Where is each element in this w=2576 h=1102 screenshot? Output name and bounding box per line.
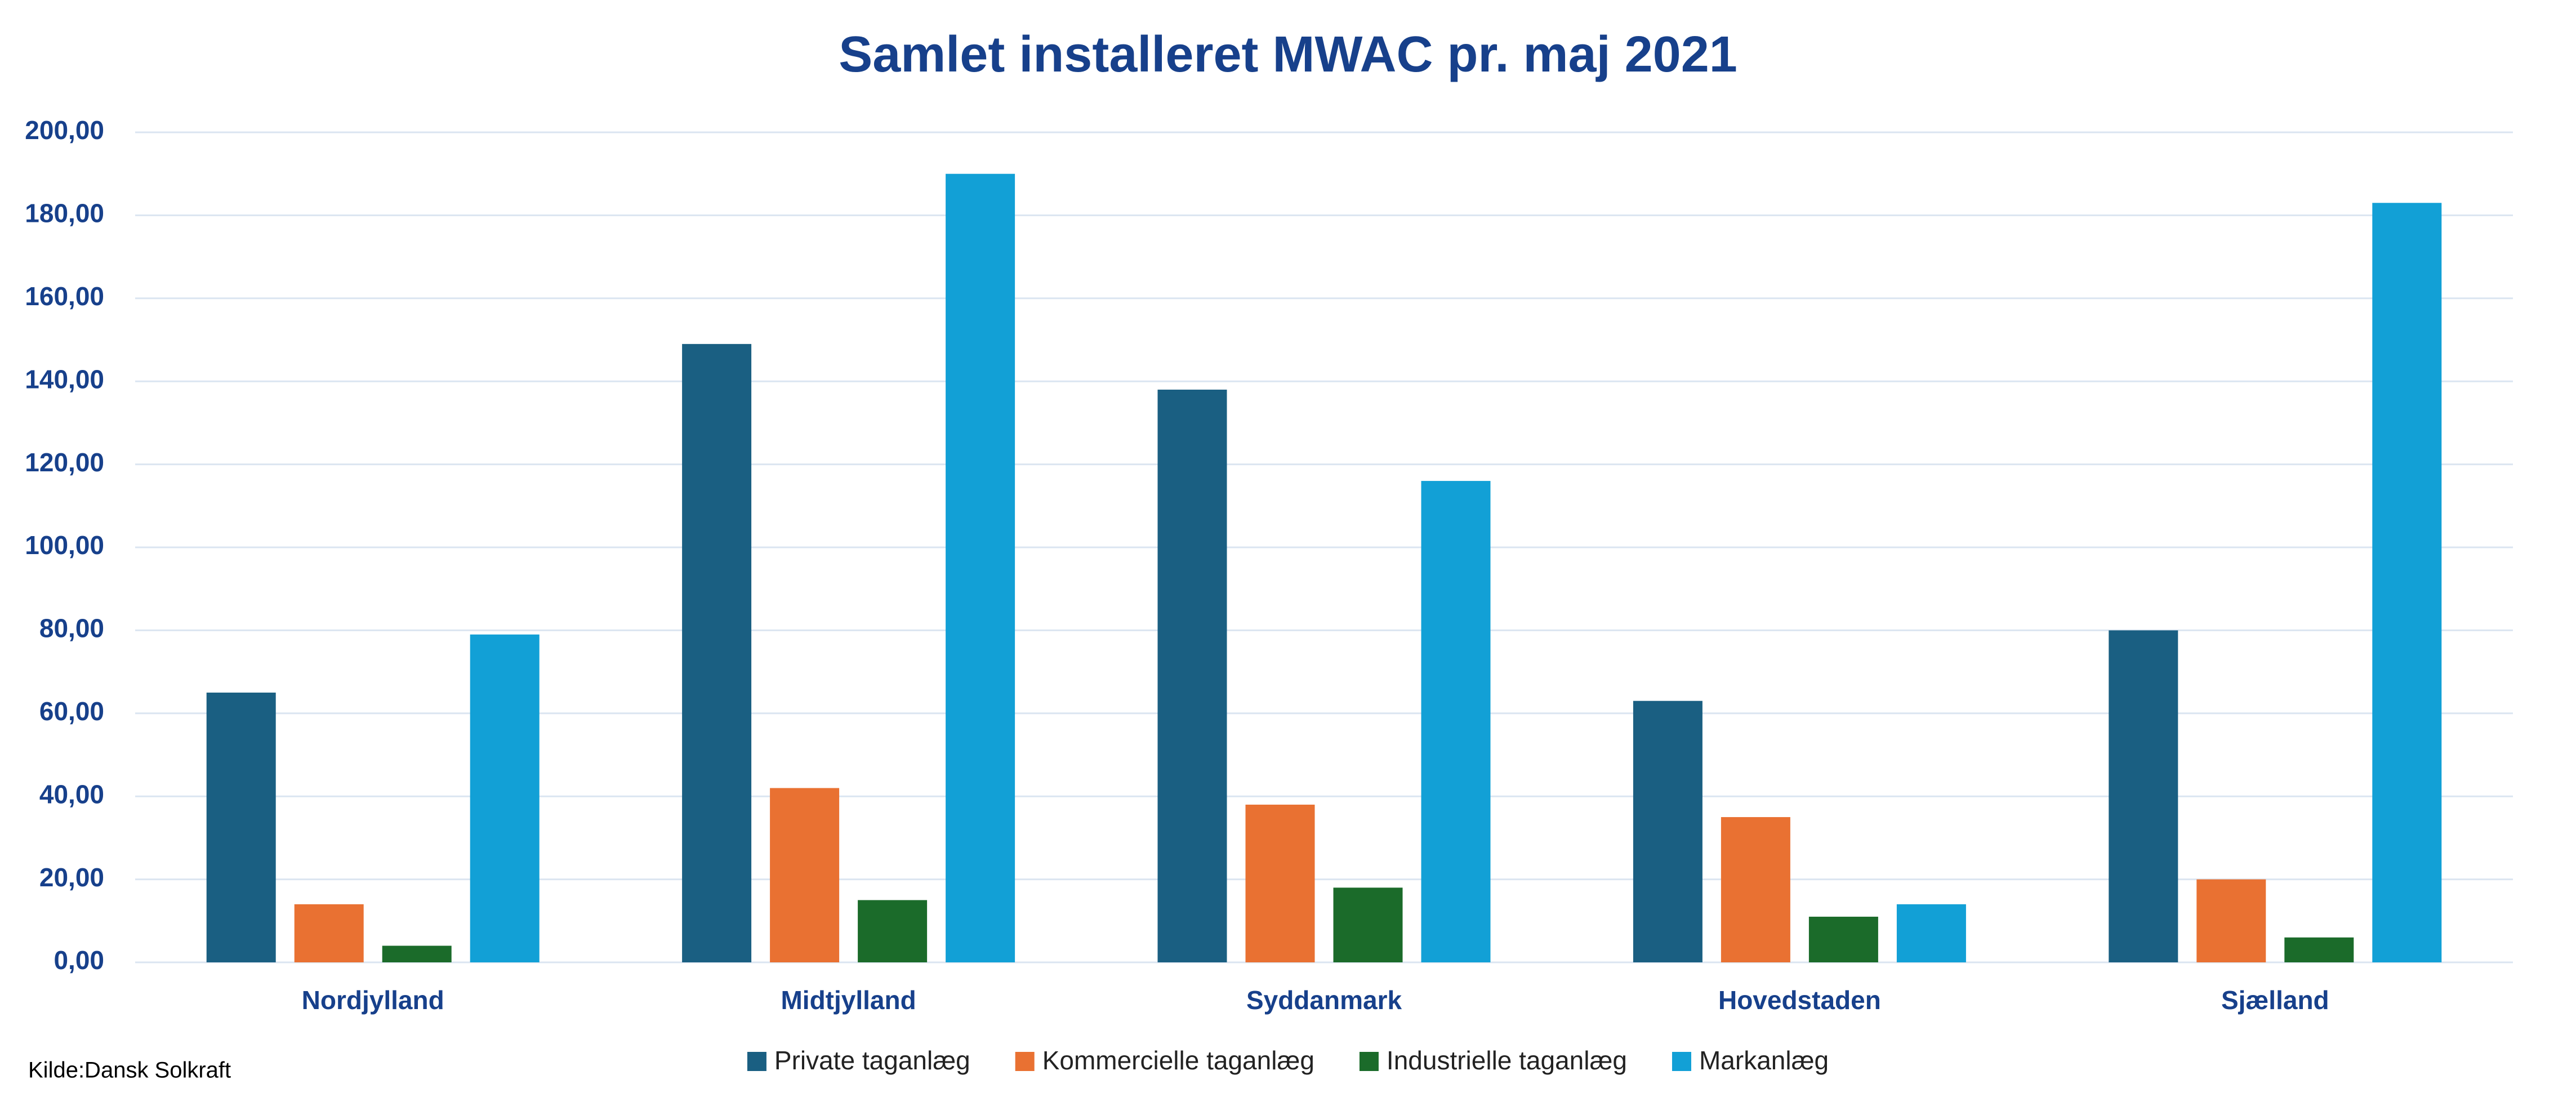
y-tick-label: 200,00	[25, 115, 104, 145]
bar	[682, 343, 752, 962]
bar	[470, 634, 540, 962]
bar	[946, 173, 1015, 963]
x-tick-label: Midtjylland	[781, 985, 916, 1015]
y-tick-label: 60,00	[39, 697, 104, 726]
y-tick-label: 20,00	[39, 863, 104, 892]
bar	[1896, 904, 1966, 962]
legend-label: Private taganlæg	[774, 1046, 970, 1075]
legend-label: Kommercielle taganlæg	[1042, 1046, 1314, 1075]
legend-swatch	[747, 1052, 766, 1071]
source-note: Kilde:Dansk Solkraft	[28, 1058, 231, 1083]
y-tick-label: 40,00	[39, 779, 104, 809]
bar	[1421, 481, 1491, 962]
y-tick-label: 0,00	[54, 945, 104, 975]
x-tick-label: Nordjylland	[302, 985, 444, 1015]
bar	[1721, 817, 1790, 962]
y-tick-label: 80,00	[39, 614, 104, 643]
legend-label: Industrielle taganlæg	[1387, 1046, 1627, 1075]
chart-title: Samlet installeret MWAC pr. maj 2021	[839, 26, 1737, 83]
bar	[1333, 887, 1403, 962]
bar	[1633, 701, 1703, 962]
bar	[294, 904, 364, 962]
bar	[2196, 879, 2266, 962]
y-tick-label: 180,00	[25, 199, 104, 228]
x-tick-label: Sjælland	[2221, 985, 2329, 1015]
bar	[1808, 916, 1878, 962]
bar	[206, 692, 276, 962]
bar	[1245, 804, 1315, 962]
bar	[770, 788, 840, 962]
legend-swatch	[1015, 1052, 1035, 1071]
x-tick-label: Syddanmark	[1246, 985, 1402, 1015]
x-tick-label: Hovedstaden	[1718, 985, 1881, 1015]
y-tick-label: 120,00	[25, 448, 104, 477]
bar	[2109, 630, 2178, 962]
y-tick-label: 100,00	[25, 530, 104, 560]
bar	[1157, 389, 1227, 962]
legend-swatch	[1672, 1052, 1691, 1071]
bar	[858, 900, 928, 962]
legend-label: Markanlæg	[1699, 1046, 1829, 1075]
bar	[382, 945, 452, 962]
y-tick-label: 160,00	[25, 282, 104, 311]
legend-swatch	[1359, 1052, 1379, 1071]
bar	[2284, 937, 2354, 962]
bar	[2372, 203, 2442, 962]
y-tick-label: 140,00	[25, 364, 104, 394]
